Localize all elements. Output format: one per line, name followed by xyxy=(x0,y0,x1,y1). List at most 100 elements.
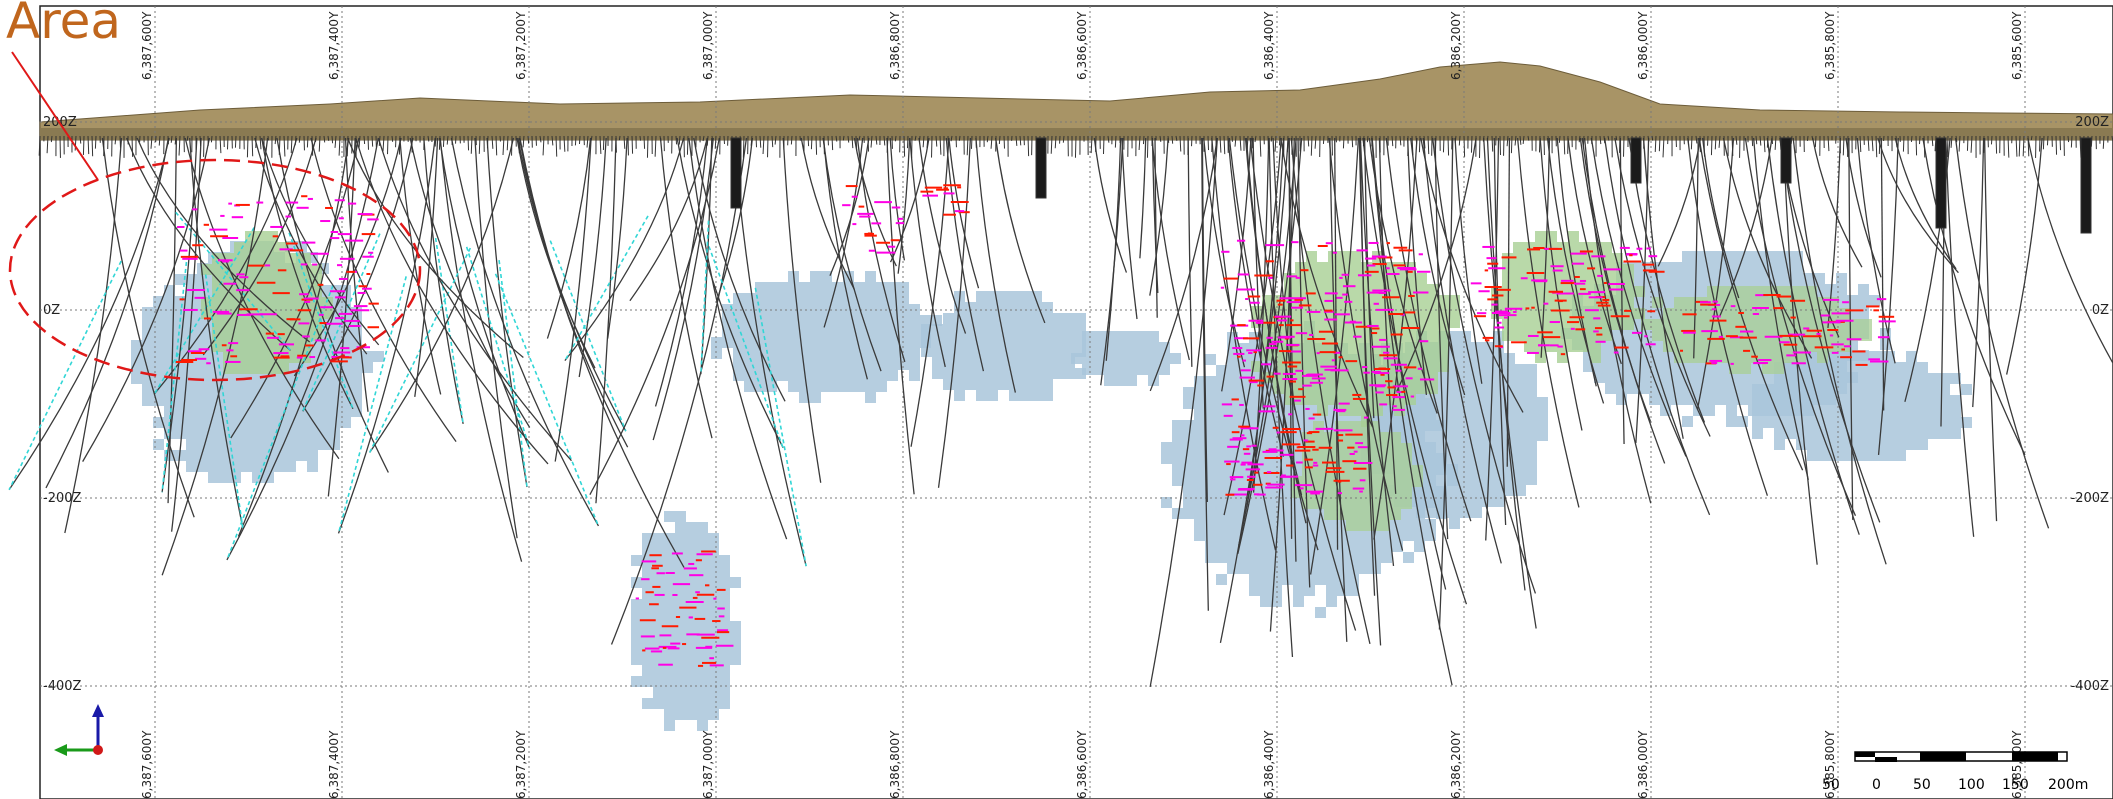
block-cell xyxy=(1449,342,1460,353)
block-cell xyxy=(1042,390,1053,401)
block-cell xyxy=(1368,465,1379,476)
block-cell xyxy=(197,417,208,428)
block-cell xyxy=(1449,441,1460,452)
block-cell xyxy=(1590,253,1601,264)
block-cell xyxy=(954,313,965,324)
block-cell xyxy=(730,643,741,654)
block-cell xyxy=(1471,507,1482,518)
shallow-hole xyxy=(1442,135,1445,153)
block-cell xyxy=(686,599,697,610)
block-cell xyxy=(1917,417,1928,428)
block-cell xyxy=(1649,394,1660,405)
block-cell xyxy=(876,326,887,337)
block-cell xyxy=(340,384,351,395)
block-cell xyxy=(1082,342,1093,353)
block-cell xyxy=(1438,496,1449,507)
block-cell xyxy=(1438,306,1449,317)
block-cell xyxy=(300,264,311,275)
block-cell xyxy=(730,577,741,588)
block-cell xyxy=(186,329,197,340)
block-cell xyxy=(1293,530,1304,541)
block-cell xyxy=(1718,319,1729,330)
block-cell xyxy=(1372,361,1383,372)
shallow-hole xyxy=(1946,135,1949,158)
block-cell xyxy=(1674,319,1685,330)
block-cell xyxy=(1590,242,1601,253)
block-cell xyxy=(887,348,898,359)
block-cell xyxy=(686,566,697,577)
shallow-hole xyxy=(2059,135,2062,151)
block-cell xyxy=(1652,330,1663,341)
block-cell xyxy=(976,302,987,313)
block-cell xyxy=(230,406,241,417)
block-cell xyxy=(1829,406,1840,417)
block-cell xyxy=(245,297,256,308)
block-cell xyxy=(1271,574,1282,585)
shallow-hole xyxy=(906,135,909,149)
block-cell xyxy=(164,351,175,362)
shallow-hole xyxy=(1454,135,1457,143)
block-cell xyxy=(1317,295,1328,306)
block-cell xyxy=(1238,409,1249,420)
block-cell xyxy=(289,308,300,319)
block-cell xyxy=(1773,363,1784,374)
shallow-hole xyxy=(210,135,213,143)
block-cell xyxy=(1304,420,1315,431)
block-cell xyxy=(1053,357,1064,368)
block-cell xyxy=(987,390,998,401)
block-cell xyxy=(1293,596,1304,607)
block-cell xyxy=(1350,295,1361,306)
block-cell xyxy=(1612,308,1623,319)
block-cell xyxy=(1535,286,1546,297)
block-cell xyxy=(1693,383,1704,394)
block-cell xyxy=(954,357,965,368)
shallow-hole xyxy=(1578,135,1581,143)
block-cell xyxy=(1194,486,1205,497)
block-cell xyxy=(1449,518,1460,529)
block-cell xyxy=(1762,297,1773,308)
block-cell xyxy=(1840,406,1851,417)
block-cell xyxy=(1895,417,1906,428)
block-cell xyxy=(854,337,865,348)
block-cell xyxy=(631,599,642,610)
block-cell xyxy=(708,676,719,687)
block-cell xyxy=(843,359,854,370)
block-cell xyxy=(1346,509,1357,520)
block-cell xyxy=(1260,530,1271,541)
block-cell xyxy=(1502,319,1513,330)
block-cell xyxy=(1115,375,1126,386)
shallow-hole xyxy=(1427,135,1430,155)
block-cell xyxy=(1781,273,1792,284)
block-cell xyxy=(1348,541,1359,552)
block-cell xyxy=(142,395,153,406)
shallow-hole xyxy=(939,135,942,155)
block-cell xyxy=(1526,430,1537,441)
block-cell xyxy=(898,359,909,370)
block-cell xyxy=(1836,284,1847,295)
block-cell xyxy=(1693,284,1704,295)
block-cell xyxy=(1205,420,1216,431)
block-cell xyxy=(1493,485,1504,496)
block-cell xyxy=(1273,317,1284,328)
shallow-hole xyxy=(1990,135,1993,145)
block-cell xyxy=(1623,264,1634,275)
block-cell xyxy=(675,588,686,599)
block-cell xyxy=(1493,441,1504,452)
shallow-hole xyxy=(1774,135,1777,150)
shallow-hole xyxy=(150,135,153,149)
block-cell xyxy=(1774,406,1785,417)
block-cell xyxy=(1663,341,1674,352)
block-cell xyxy=(1249,343,1260,354)
drillhole xyxy=(450,137,600,527)
block-cell xyxy=(730,621,741,632)
shallow-hole xyxy=(1751,135,1754,147)
block-cell xyxy=(766,337,777,348)
block-cell xyxy=(1715,273,1726,284)
block-cell xyxy=(1862,450,1873,461)
block-cell xyxy=(1346,476,1357,487)
drillhole xyxy=(1378,137,1397,494)
block-cell xyxy=(1895,373,1906,384)
block-cell xyxy=(697,676,708,687)
block-cell xyxy=(1416,397,1427,408)
block-cell xyxy=(1950,406,1961,417)
